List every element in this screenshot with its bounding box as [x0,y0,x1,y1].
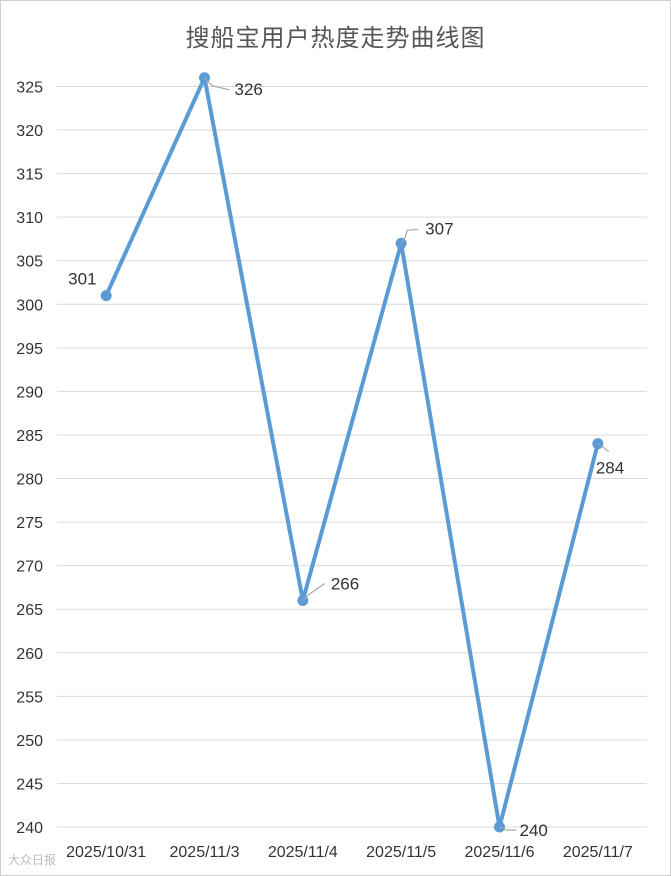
leader-line [302,582,326,601]
data-label: 284 [596,459,624,478]
data-point [100,290,112,302]
x-tick-label: 2025/10/31 [66,844,146,861]
watermark-text: 大众日报 [8,853,57,867]
leader-line [400,228,419,244]
y-tick-label: 250 [16,733,43,750]
leader-line [204,77,230,91]
y-tick-label: 260 [16,646,43,663]
x-tick-label: 2025/11/6 [465,844,535,861]
y-tick-label: 275 [16,515,43,532]
series-line [104,75,600,829]
y-tick-label: 290 [16,384,43,401]
data-label: 240 [520,821,548,840]
y-tick-label: 280 [16,472,43,489]
data-label: 301 [68,270,96,289]
data-label: 326 [235,80,263,99]
y-tick-label: 310 [16,210,43,227]
y-tick-label: 320 [16,123,43,140]
y-tick-label: 295 [16,341,43,358]
x-tick-label: 2025/11/3 [170,844,240,861]
y-tick-label: 305 [16,254,43,271]
y-tick-label: 270 [16,559,43,576]
y-tick-label: 325 [16,80,43,97]
leader-line [597,443,610,453]
y-tick-label: 255 [16,689,43,706]
x-tick-label: 2025/11/5 [366,844,436,861]
y-tick-label: 265 [16,602,43,619]
x-tick-label: 2025/11/4 [268,844,338,861]
y-tick-label: 315 [16,167,43,184]
data-label: 266 [331,574,359,593]
y-tick-label: 245 [16,776,43,793]
y-tick-label: 240 [16,820,43,837]
y-tick-label: 285 [16,428,43,445]
data-label: 307 [425,219,453,238]
x-tick-label: 2025/11/7 [563,844,633,861]
chart-title: 搜船宝用户热度走势曲线图 [185,24,486,52]
y-tick-label: 300 [16,297,43,314]
leader-line [499,826,517,831]
